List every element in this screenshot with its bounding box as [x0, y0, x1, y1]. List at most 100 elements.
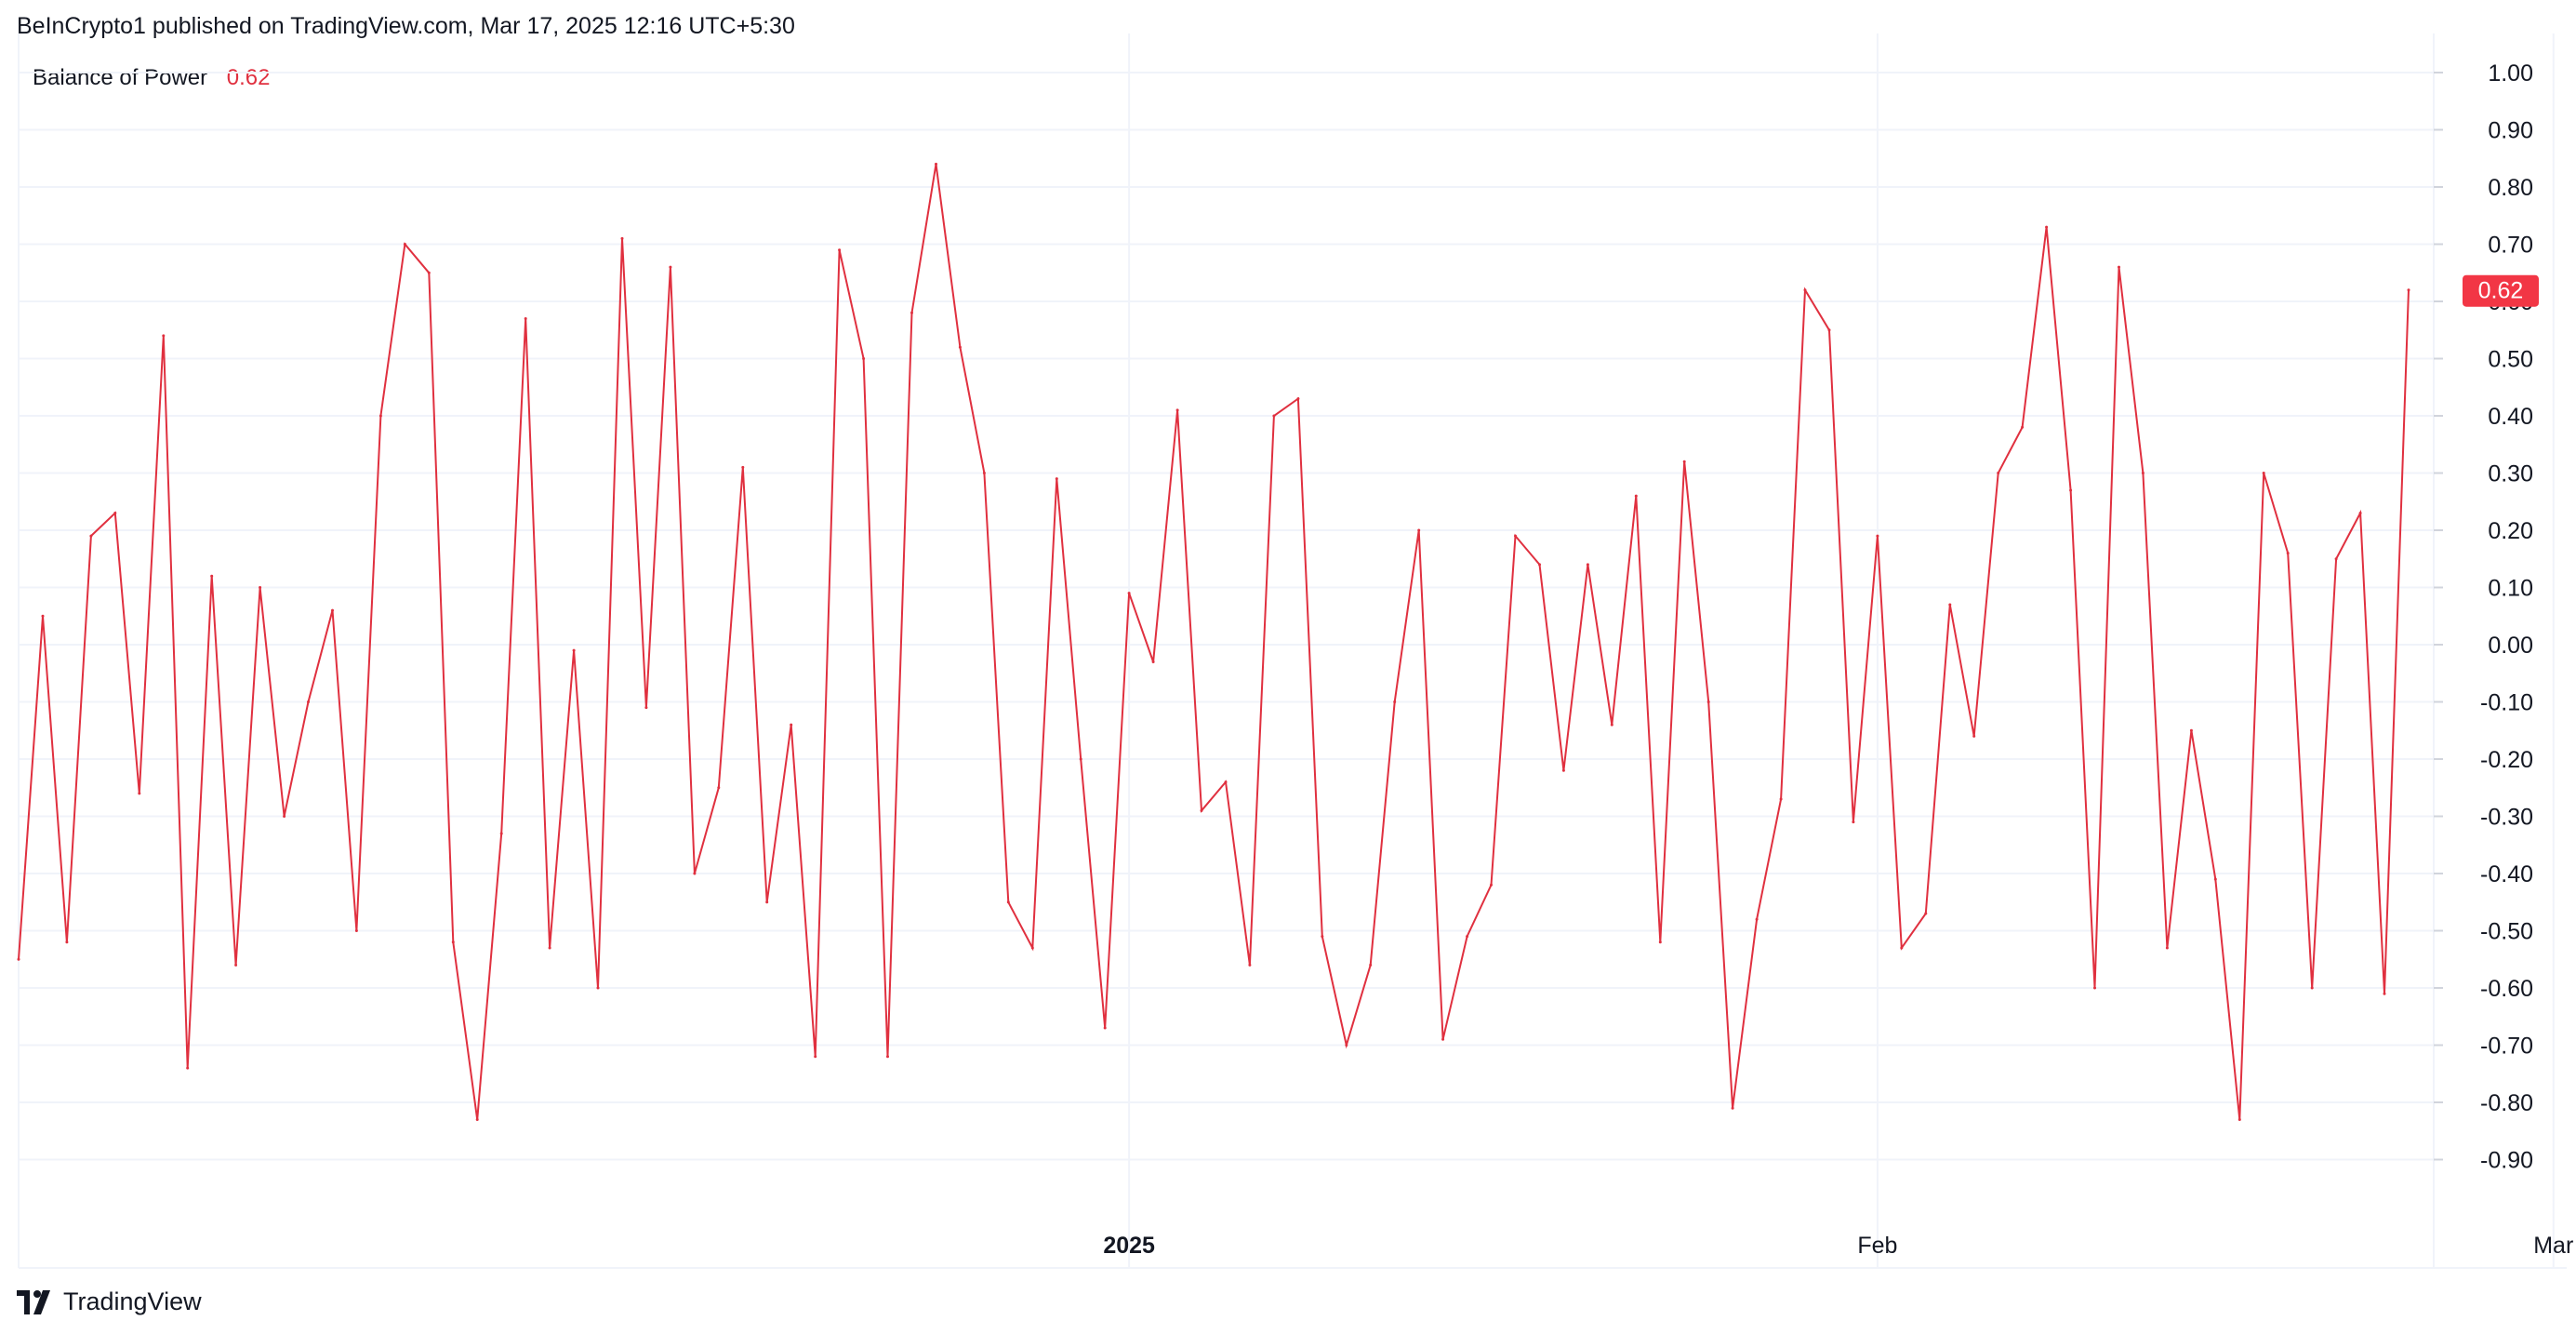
series-point [838, 248, 842, 252]
x-tick-label: 2025 [1103, 1233, 1155, 1259]
series-point [2213, 877, 2217, 881]
series-point [1538, 563, 1541, 567]
series-point [2165, 946, 2169, 950]
series-point [1079, 757, 1082, 761]
series-point [790, 723, 793, 727]
price-badge-label: 0.62 [2478, 278, 2524, 304]
series-point [2358, 512, 2362, 514]
series-point [162, 334, 166, 338]
x-tick-label: Feb [1857, 1233, 1897, 1259]
series-point [1852, 820, 1855, 824]
series-point [2407, 288, 2410, 292]
series-point [1634, 494, 1638, 498]
series-point [1103, 1026, 1107, 1030]
series-point [1321, 935, 1324, 939]
series-point [403, 243, 406, 246]
series-point [1127, 592, 1131, 595]
series-point [814, 1055, 817, 1059]
series-point [2118, 265, 2120, 269]
y-tick-label: -0.70 [2480, 1034, 2533, 1060]
series-point [2069, 488, 2073, 492]
y-tick-label: -0.60 [2480, 976, 2533, 1002]
series-point [1779, 797, 1783, 801]
series-point [1055, 477, 1058, 481]
series-point [765, 900, 769, 904]
series-point [2021, 425, 2025, 429]
series-point [2045, 225, 2049, 229]
series-point [1175, 408, 1179, 412]
series-point [2383, 992, 2386, 995]
series-point [1272, 414, 1276, 418]
footer-brand[interactable]: TradingView [17, 1287, 202, 1316]
series-point [234, 963, 238, 967]
series-point [1200, 808, 1203, 812]
series-point [427, 271, 431, 274]
series-point [89, 534, 93, 538]
series-point [475, 1118, 479, 1121]
y-tick-label: 1.00 [2488, 60, 2533, 87]
series-point [259, 586, 262, 589]
series-point [378, 414, 382, 418]
indicator-name[interactable]: Balance of Power [33, 65, 208, 90]
series-line [18, 164, 2410, 1120]
y-tick-label: 0.20 [2488, 518, 2533, 544]
price-badge: 0.62 [2463, 274, 2539, 307]
y-tick-label: -0.80 [2480, 1090, 2533, 1116]
series-point [693, 872, 697, 875]
y-tick-label: -0.50 [2480, 919, 2533, 945]
series-point [910, 311, 913, 314]
series-point [1030, 946, 1034, 950]
series-point [1369, 963, 1373, 967]
series-point [17, 957, 20, 961]
series-point [886, 1055, 889, 1059]
y-tick-label: 0.30 [2488, 461, 2533, 487]
time-axis[interactable]: 2025 Feb Mar [1103, 1233, 2573, 1259]
series-point [1924, 912, 1928, 915]
series-point [2189, 728, 2193, 732]
series-point [1827, 328, 1831, 332]
series-point [1561, 768, 1565, 772]
series-point [2334, 557, 2338, 561]
series-point [1393, 700, 1397, 703]
grid-lines [18, 33, 2567, 1269]
series-point [1682, 460, 1686, 463]
series-point [1296, 397, 1300, 401]
series-point [1151, 660, 1155, 663]
published-caption: BeInCrypto1 published on TradingView.com… [17, 13, 795, 39]
y-tick-label: 0.80 [2488, 175, 2533, 201]
series-point [524, 317, 527, 320]
series-point [138, 792, 141, 795]
series-point [1006, 900, 1010, 904]
series-point [1417, 528, 1421, 532]
y-tick-label: 0.70 [2488, 233, 2533, 259]
series-point [1224, 780, 1228, 784]
price-axis[interactable]: 1.000.900.800.700.600.500.400.300.200.10… [2434, 60, 2533, 1174]
y-tick-label: 0.90 [2488, 118, 2533, 144]
series-point [2237, 1118, 2241, 1121]
series-point [1706, 700, 1710, 703]
indicator-legend: Balance of Power 0.62 [33, 65, 271, 91]
y-tick-label: -0.30 [2480, 805, 2533, 831]
y-tick-label: -0.90 [2480, 1148, 2533, 1174]
y-tick-label: -0.10 [2480, 690, 2533, 716]
series-points [17, 162, 2410, 1121]
series-point [982, 472, 986, 474]
series-point [331, 608, 334, 612]
series-point [451, 940, 455, 944]
tradingview-logo-icon [17, 1289, 50, 1314]
y-tick-label: -0.40 [2480, 861, 2533, 887]
series-point [210, 574, 214, 578]
series-point [862, 357, 866, 360]
series-point [1972, 734, 1976, 738]
series-point [354, 929, 358, 932]
y-tick-label: -0.20 [2480, 747, 2533, 773]
series-point [741, 465, 745, 469]
series-point [41, 614, 45, 618]
series-point [1514, 534, 1517, 538]
series-point [65, 940, 69, 944]
series-point [2141, 472, 2144, 474]
indicator-value: 0.62 [226, 65, 271, 90]
series-point [283, 815, 286, 818]
price-badge-background [2463, 274, 2539, 307]
